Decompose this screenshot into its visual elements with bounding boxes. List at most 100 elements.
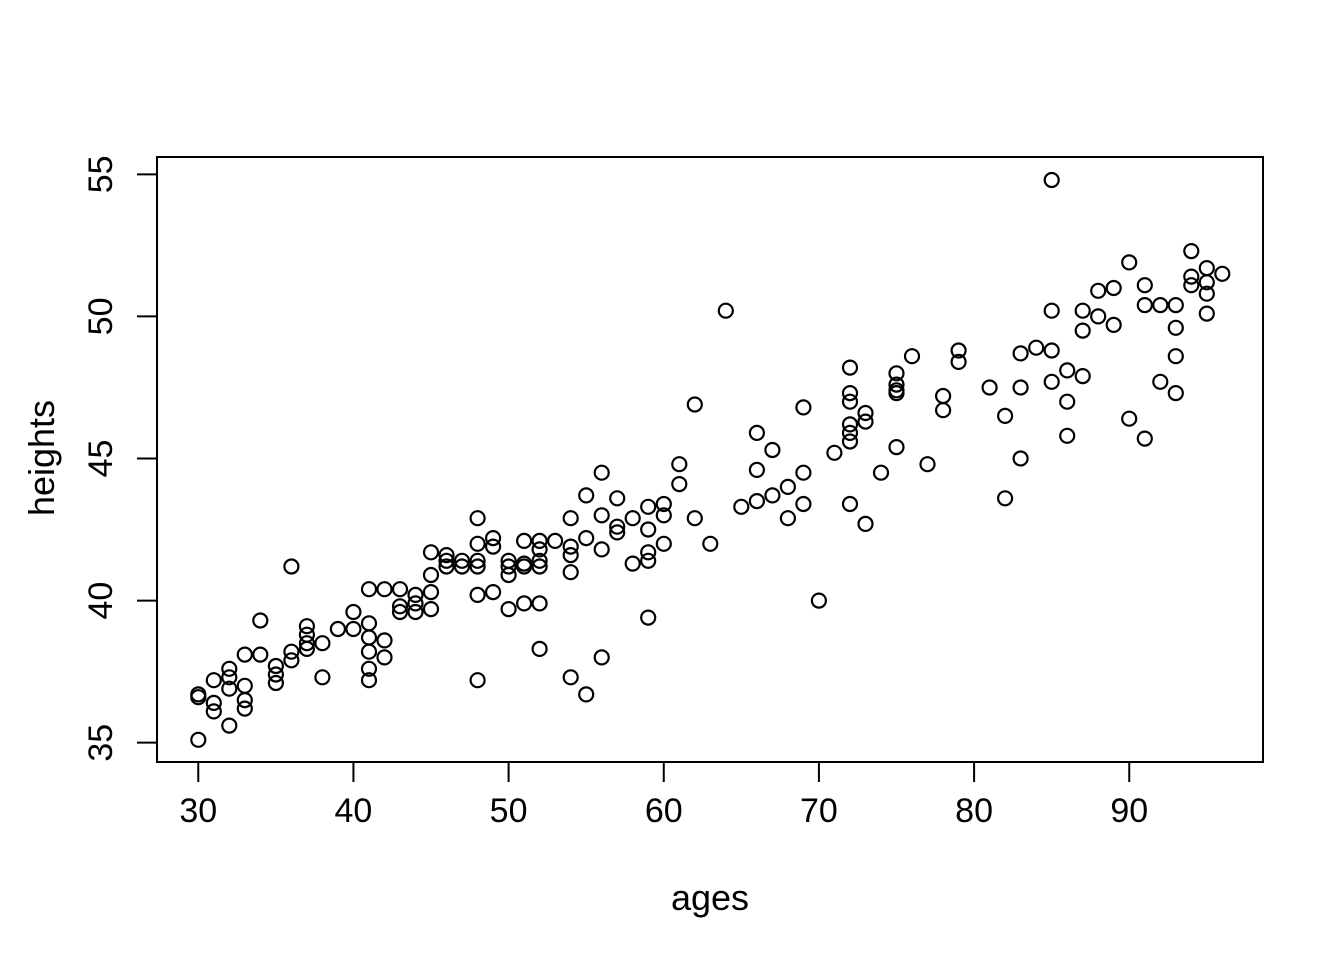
data-point	[841, 359, 859, 376]
x-tick-label: 50	[490, 792, 528, 830]
data-point	[1105, 279, 1122, 297]
y-tick-label: 40	[82, 582, 120, 620]
data-point	[748, 424, 766, 441]
data-point	[1074, 368, 1091, 385]
data-point	[500, 566, 517, 584]
data-point	[888, 385, 905, 402]
data-point	[671, 456, 688, 473]
data-point	[857, 413, 874, 430]
data-point	[1183, 268, 1200, 285]
data-point	[391, 603, 409, 621]
data-point	[1121, 254, 1138, 271]
data-point	[1198, 285, 1215, 302]
data-point	[469, 672, 486, 689]
data-point	[1183, 243, 1200, 260]
data-point	[717, 302, 734, 319]
data-point	[1167, 348, 1184, 365]
data-point	[190, 686, 207, 703]
data-point	[702, 535, 719, 552]
data-point	[360, 660, 378, 677]
data-point	[841, 393, 859, 410]
data-point	[1043, 373, 1060, 390]
data-point	[360, 615, 378, 632]
data-point	[407, 603, 424, 621]
data-point	[1136, 430, 1153, 447]
data-point	[562, 510, 579, 527]
data-point	[733, 498, 750, 515]
data-point	[593, 464, 610, 481]
data-point	[1136, 277, 1153, 294]
data-point	[888, 439, 905, 456]
y-axis-label: heights	[21, 400, 62, 516]
data-point	[562, 546, 579, 564]
data-point	[934, 387, 952, 405]
data-point	[252, 646, 269, 663]
data-point	[562, 669, 579, 686]
data-point	[996, 407, 1014, 424]
data-point	[376, 581, 393, 598]
x-tick-label: 30	[179, 792, 217, 830]
data-point	[578, 487, 595, 504]
data-point	[515, 558, 533, 575]
y-tick-label: 35	[82, 724, 120, 762]
data-point	[438, 552, 455, 569]
data-point	[640, 498, 657, 515]
data-point	[1090, 282, 1107, 299]
data-point	[298, 635, 315, 652]
data-point	[485, 529, 502, 547]
y-tick-label: 50	[82, 298, 120, 336]
data-point	[1167, 297, 1184, 314]
data-point	[1214, 265, 1231, 282]
data-point	[841, 433, 859, 450]
data-point	[748, 461, 766, 478]
data-point	[624, 555, 641, 572]
data-point	[485, 538, 502, 555]
data-point	[1136, 297, 1153, 314]
data-point	[841, 495, 859, 513]
data-point	[981, 379, 998, 396]
data-point	[500, 600, 517, 618]
x-tick-label: 40	[335, 792, 373, 830]
data-point	[841, 385, 859, 402]
data-point	[515, 532, 533, 550]
data-point	[903, 348, 921, 365]
data-point	[531, 640, 548, 658]
data-point	[221, 680, 238, 697]
data-point	[221, 669, 238, 686]
data-point	[314, 669, 331, 686]
data-point	[267, 674, 284, 692]
data-point	[485, 583, 502, 601]
data-point	[298, 640, 315, 658]
data-point	[1043, 302, 1060, 319]
data-point	[469, 510, 486, 527]
data-point	[655, 495, 672, 513]
data-point	[1059, 427, 1076, 444]
data-point	[764, 441, 781, 459]
data-point	[888, 365, 905, 382]
data-point	[1167, 319, 1184, 336]
data-point	[1012, 379, 1029, 396]
data-point	[391, 581, 409, 598]
data-point	[1059, 393, 1076, 410]
data-point	[640, 609, 657, 626]
data-point	[655, 535, 672, 552]
data-point	[779, 478, 797, 495]
data-point	[376, 649, 393, 666]
data-point	[453, 552, 471, 569]
data-point	[609, 524, 626, 541]
data-point	[236, 691, 253, 709]
data-point	[267, 666, 284, 683]
data-point	[205, 672, 222, 689]
data-point	[841, 424, 859, 441]
data-point	[609, 490, 626, 507]
y-tick-label: 55	[82, 155, 120, 193]
data-point	[329, 620, 346, 638]
data-point	[546, 532, 564, 550]
data-point	[686, 510, 703, 527]
data-point	[1074, 322, 1091, 339]
data-point	[422, 566, 440, 584]
data-point	[1198, 274, 1215, 291]
data-point	[267, 657, 284, 675]
data-point	[531, 532, 548, 550]
